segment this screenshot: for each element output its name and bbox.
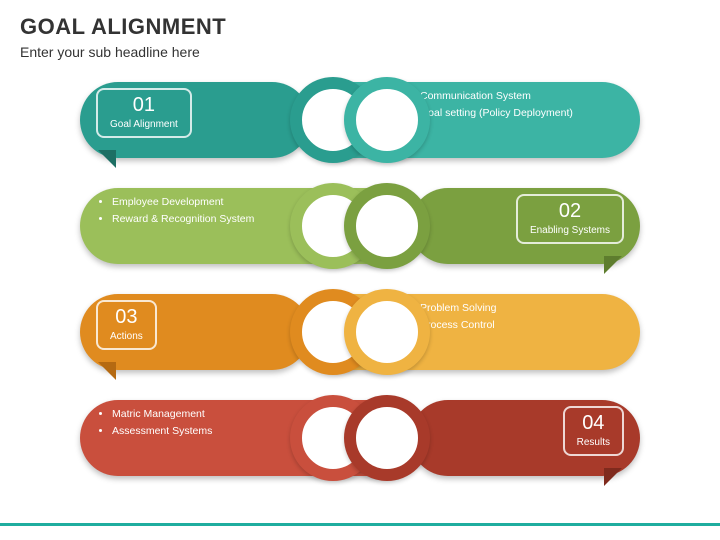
page-title: GOAL ALIGNMENT xyxy=(20,14,700,40)
diagram-rows: 01 Goal Alignment Communication SystemGoal… xyxy=(80,74,640,484)
interlock-rings xyxy=(290,289,430,375)
content-right: 02 Enabling Systems xyxy=(404,194,624,244)
bullet-item: Problem Solving xyxy=(420,300,624,317)
page-header: GOAL ALIGNMENT Enter your sub headline h… xyxy=(0,0,720,66)
speech-tail xyxy=(604,468,622,486)
content-right: Problem SolvingProcess Control xyxy=(404,300,624,334)
footer-accent-line xyxy=(0,523,720,526)
bullet-item: Process Control xyxy=(420,317,624,334)
content-right: Communication SystemGoal setting (Policy… xyxy=(404,88,624,122)
step-label: Results xyxy=(577,437,610,448)
step-number-box: 01 Goal Alignment xyxy=(96,88,192,138)
bullet-item: Communication System xyxy=(420,88,624,105)
diagram-row-2: Employee DevelopmentReward & Recognition… xyxy=(80,180,640,272)
step-number: 04 xyxy=(577,412,610,435)
step-number: 01 xyxy=(110,94,178,117)
diagram-row-3: 03 Actions Problem SolvingProcess Control xyxy=(80,286,640,378)
ring-right-icon xyxy=(344,395,430,481)
step-number: 03 xyxy=(110,306,143,329)
content-left: 01 Goal Alignment xyxy=(96,88,246,138)
content-left: 03 Actions xyxy=(96,300,246,350)
step-number: 02 xyxy=(530,200,610,223)
ring-right-icon xyxy=(344,183,430,269)
step-number-box: 02 Enabling Systems xyxy=(516,194,624,244)
step-label: Enabling Systems xyxy=(530,225,610,236)
bullet-item: Goal setting (Policy Deployment) xyxy=(420,105,624,122)
step-label: Actions xyxy=(110,331,143,342)
ring-right-icon xyxy=(344,289,430,375)
page-subtitle: Enter your sub headline here xyxy=(20,44,700,60)
step-number-box: 04 Results xyxy=(563,406,624,456)
content-right: 04 Results xyxy=(404,406,624,456)
ring-right-icon xyxy=(344,77,430,163)
interlock-rings xyxy=(290,77,430,163)
speech-tail xyxy=(604,256,622,274)
interlock-rings xyxy=(290,183,430,269)
interlock-rings xyxy=(290,395,430,481)
speech-tail xyxy=(98,150,116,168)
step-label: Goal Alignment xyxy=(110,119,178,130)
step-bullets: Communication SystemGoal setting (Policy… xyxy=(404,88,624,122)
diagram-row-4: Matric ManagementAssessment Systems04Res… xyxy=(80,392,640,484)
speech-tail xyxy=(98,362,116,380)
step-bullets: Problem SolvingProcess Control xyxy=(404,300,624,334)
diagram-row-1: 01 Goal Alignment Communication SystemGoal… xyxy=(80,74,640,166)
step-number-box: 03 Actions xyxy=(96,300,157,350)
